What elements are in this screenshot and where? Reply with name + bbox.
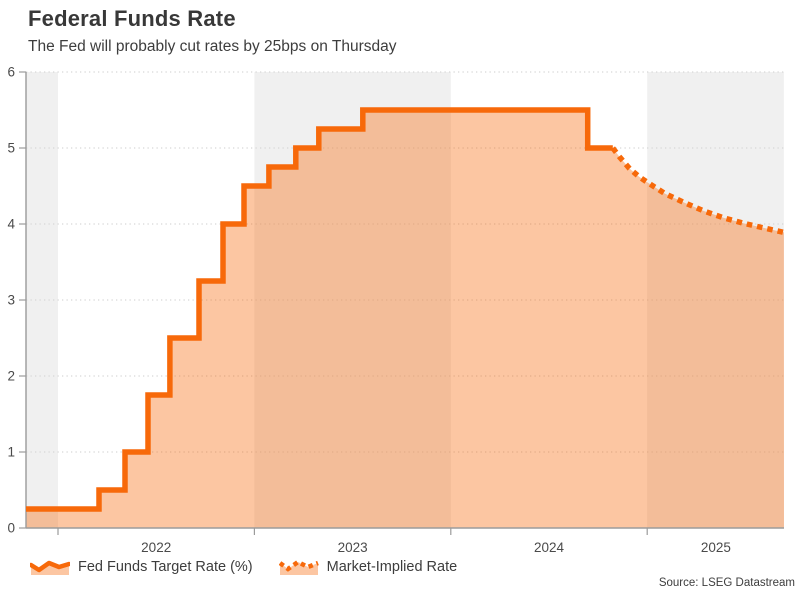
legend: Fed Funds Target Rate (%) Market-Implied…	[30, 558, 457, 576]
y-tick-label: 4	[7, 217, 15, 232]
legend-label-fed-funds-target-rate: Fed Funds Target Rate (%)	[78, 559, 253, 575]
y-tick-label: 3	[7, 293, 15, 308]
legend-label-market-implied-rate: Market-Implied Rate	[326, 559, 458, 575]
y-tick-label: 1	[7, 445, 15, 460]
y-tick-label: 6	[7, 65, 15, 80]
x-tick-label: 2023	[338, 540, 368, 555]
y-tick-label: 5	[7, 141, 15, 156]
x-tick-label: 2025	[701, 540, 731, 555]
market-implied-rate-line	[610, 146, 785, 236]
legend-item-fed-funds-target-rate: Fed Funds Target Rate (%)	[30, 558, 253, 576]
x-tick-label: 2022	[141, 540, 171, 555]
axes: 0 1 2 3 4 5 6 2022 2023 2024 2025	[7, 65, 784, 555]
chart-title: Federal Funds Rate	[28, 6, 236, 31]
fed-funds-target-rate-line	[26, 107, 613, 512]
x-tick-label: 2024	[534, 540, 565, 555]
chart-subtitle: The Fed will probably cut rates by 25bps…	[28, 38, 397, 55]
legend-item-market-implied-rate: Market-Implied Rate	[278, 558, 458, 576]
gridlines	[26, 71, 784, 453]
rate-area-fill	[26, 110, 784, 528]
dotted-area-swatch-icon	[278, 559, 319, 575]
source-attribution: Source: LSEG Datastream	[658, 577, 795, 589]
y-tick-label: 2	[7, 369, 15, 384]
y-tick-label: 0	[7, 521, 15, 536]
chart-svg: 0 1 2 3 4 5 6 2022 2023 2024 2025	[7, 65, 785, 555]
solid-area-swatch-icon	[30, 560, 70, 575]
